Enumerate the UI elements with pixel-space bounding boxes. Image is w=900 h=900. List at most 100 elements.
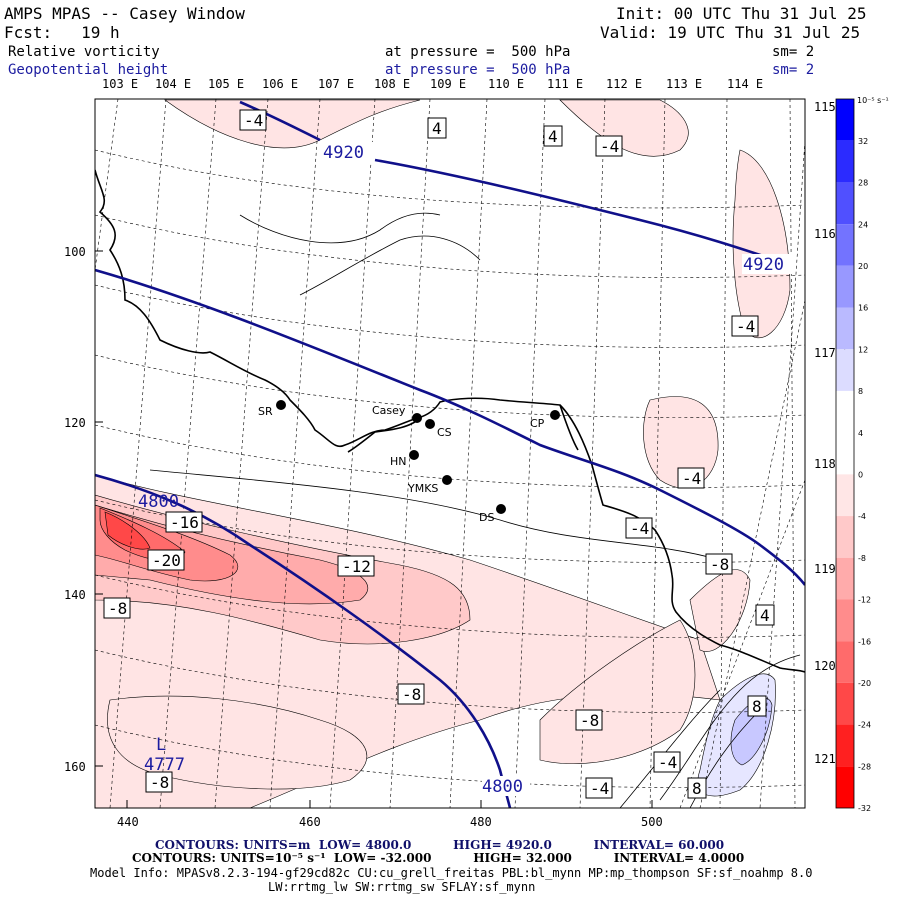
field2-level: at pressure = 500 hPa (385, 62, 571, 78)
vorticity-labels: -4 4 4 -4 -4 -4 -16 -20 -12 -8 -8 -8 -4 … (103, 109, 775, 799)
vort-label-neg4-d: -4 (677, 467, 705, 489)
top-lon-label: 103 E (102, 77, 139, 91)
colorbar-segment (836, 516, 854, 558)
vort-label-neg8-c: -8 (397, 683, 425, 705)
colorbar-tick-label: -8 (858, 554, 866, 563)
map-frame (94, 98, 806, 809)
station-dot-sr (276, 400, 286, 410)
stations: SR Casey CS CP HN YMKS DS (258, 400, 560, 524)
station-dot-cp (550, 410, 560, 420)
vort-label-neg4-g: -4 (585, 777, 613, 799)
vort-label-neg4-f: -4 (653, 751, 681, 773)
footer-vorticity-contours: CONTOURS: UNITS=10⁻⁵ s⁻¹ LOW= -32.000 HI… (132, 851, 745, 865)
svg-text:-8: -8 (710, 555, 729, 574)
svg-text:4: 4 (760, 606, 770, 625)
field2-name: Geopotential height (8, 62, 169, 78)
colorbar-tick-label: 0 (858, 471, 863, 480)
height-label-4920-a: 4920 (323, 143, 364, 163)
vort-label-neg8-b: -8 (705, 553, 733, 575)
svg-text:-12: -12 (342, 557, 371, 576)
colorbar-tick-label: 16 (858, 304, 868, 313)
colorbar-segment (836, 599, 854, 642)
vorticity-shading (95, 99, 791, 808)
colorbar-segment (836, 224, 854, 266)
init-time: Init: 00 UTC Thu 31 Jul 25 (616, 4, 867, 23)
height-contours (95, 100, 805, 808)
vort-label-4-c: 4 (755, 604, 775, 626)
svg-text:-4: -4 (600, 137, 619, 156)
x-tick-label: 440 (117, 815, 139, 829)
colorbar-segment (836, 140, 854, 183)
svg-text:-4: -4 (658, 753, 677, 772)
vort-label-neg20: -20 (147, 549, 185, 571)
colorbar (835, 98, 855, 809)
colorbar-segment (836, 766, 854, 808)
vort-label-neg4-e: -4 (625, 517, 653, 539)
vort-label-neg12: -12 (337, 555, 375, 577)
colorbar-tick-label: 8 (858, 387, 863, 396)
graticule (95, 99, 805, 808)
vort-label-neg4-c: -4 (731, 315, 759, 337)
svg-text:-8: -8 (402, 685, 421, 704)
station-label-ds: DS (479, 511, 494, 524)
station-dot-cs (425, 419, 435, 429)
colorbar-segment (836, 265, 854, 308)
field1-level: at pressure = 500 hPa (385, 44, 571, 60)
footer-model-info: Model Info: MPASv8.2.3-194-gf29cd82c CU:… (90, 866, 813, 880)
colorbar-segment (836, 390, 854, 433)
vort-label-4-b: 4 (543, 125, 563, 147)
colorbar-tick-label: 12 (858, 345, 868, 354)
vort-label-8-a: 8 (747, 695, 767, 717)
colorbar-tick-label: 32 (858, 137, 868, 146)
svg-text:-4: -4 (590, 779, 609, 798)
low-marker: L (156, 735, 166, 755)
colorbar-tick-label: 24 (858, 220, 868, 229)
y-tick-label: 120 (64, 416, 86, 430)
footer-radiation-info: LW:rrtmg_lw SW:rrtmg_sw SFLAY:sf_mynn (268, 880, 536, 894)
colorbar-tick-label: 28 (858, 179, 868, 188)
x-tick-label: 480 (470, 815, 492, 829)
top-lon-label: 104 E (155, 77, 192, 91)
x-tick-label: 500 (641, 815, 663, 829)
colorbar-tick-label: -4 (858, 512, 866, 521)
colorbar-segment (836, 641, 854, 683)
top-lon-label: 111 E (547, 77, 584, 91)
top-lon-label: 106 E (262, 77, 299, 91)
vort-label-4-a: 4 (427, 117, 447, 139)
top-lon-label: 113 E (666, 77, 703, 91)
colorbar-tick-label: 20 (858, 262, 868, 271)
svg-text:-8: -8 (150, 773, 169, 792)
y-tick-label: 160 (64, 760, 86, 774)
svg-text:-4: -4 (736, 317, 755, 336)
station-label-sr: SR (258, 405, 273, 418)
station-dot-casey (412, 413, 422, 423)
svg-text:-4: -4 (630, 519, 649, 538)
footer-height-contours: CONTOURS: UNITS=m LOW= 4800.0 HIGH= 4920… (155, 838, 725, 852)
vort-label-neg8-e: -8 (145, 771, 173, 793)
height-label-4800-a: 4800 (138, 492, 179, 512)
colorbar-tick-label: 4 (858, 429, 863, 438)
station-dot-hn (409, 450, 419, 460)
forecast-hour: Fcst: 19 h (4, 23, 120, 42)
colorbar-units: 10⁻⁵ s⁻¹ (857, 96, 889, 105)
top-lon-label: 112 E (606, 77, 643, 91)
svg-text:8: 8 (692, 779, 702, 798)
svg-text:4: 4 (432, 119, 442, 138)
svg-text:-8: -8 (108, 599, 127, 618)
svg-text:-8: -8 (580, 711, 599, 730)
colorbar-segment (836, 474, 854, 517)
field2-smoothing: sm= 2 (772, 62, 815, 78)
colorbar-segment (836, 307, 854, 350)
vort-label-8-b: 8 (687, 777, 707, 799)
height-labels: 4920 4920 4800 4800 L 4777 (138, 142, 794, 797)
station-label-casey: Casey (372, 404, 406, 417)
colorbar-tick-label: -24 (858, 721, 871, 730)
top-lon-label: 110 E (488, 77, 525, 91)
field1-name: Relative vorticity (8, 44, 160, 60)
map-plot-area: -4 4 4 -4 -4 -4 -16 -20 -12 -8 -8 -8 -4 … (95, 99, 805, 808)
y-tick-label: 140 (64, 588, 86, 602)
colorbar-tick-label: -28 (858, 762, 871, 771)
colorbar-tick-label: -12 (858, 596, 871, 605)
svg-text:-20: -20 (152, 551, 181, 570)
